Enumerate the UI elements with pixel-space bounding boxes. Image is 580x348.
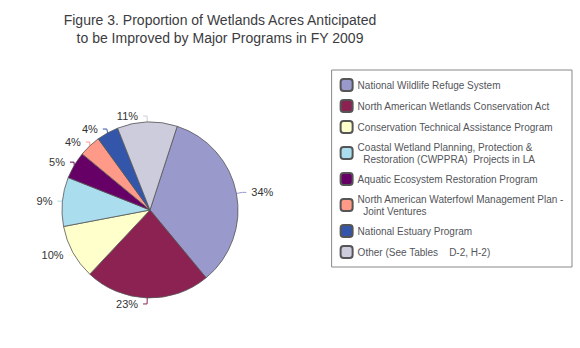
svg-text:Joint Ventures: Joint Ventures	[358, 206, 427, 217]
svg-text:5%: 5%	[49, 156, 65, 168]
svg-text:23%: 23%	[116, 298, 138, 310]
svg-text:Conservation Technical Assista: Conservation Technical Assistance Progra…	[358, 122, 553, 133]
svg-text:11%: 11%	[117, 110, 138, 122]
svg-text:10%: 10%	[42, 249, 64, 261]
svg-text:4%: 4%	[65, 136, 81, 148]
svg-text:Coastal Wetland Planning, Prot: Coastal Wetland Planning, Protection &	[358, 142, 533, 153]
svg-text:Other (See Tables D-2, H-2): Other (See Tables D-2, H-2)	[358, 247, 491, 258]
svg-text:Figure 3. Proportion of Wetlan: Figure 3. Proportion of Wetlands Acres A…	[64, 12, 377, 28]
svg-text:Aquatic Ecosystem Restoration: Aquatic Ecosystem Restoration Program	[358, 174, 538, 185]
svg-text:North American Waterfowl Manag: North American Waterfowl Management Plan…	[358, 194, 564, 205]
svg-text:National Estuary Program: National Estuary Program	[358, 226, 473, 237]
svg-text:34%: 34%	[251, 186, 273, 198]
svg-text:North American Wetlands Conser: North American Wetlands Conservation Act	[358, 101, 550, 112]
svg-text:Restoration (CWPPRA) Projects: Restoration (CWPPRA) Projects in LA	[358, 154, 536, 165]
svg-text:4%: 4%	[82, 123, 98, 135]
svg-text:9%: 9%	[37, 195, 53, 207]
svg-text:to be Improved by Major Progra: to be Improved by Major Programs in FY 2…	[77, 30, 364, 46]
svg-text:National Wildlife Refuge Syste: National Wildlife Refuge System	[358, 80, 501, 91]
